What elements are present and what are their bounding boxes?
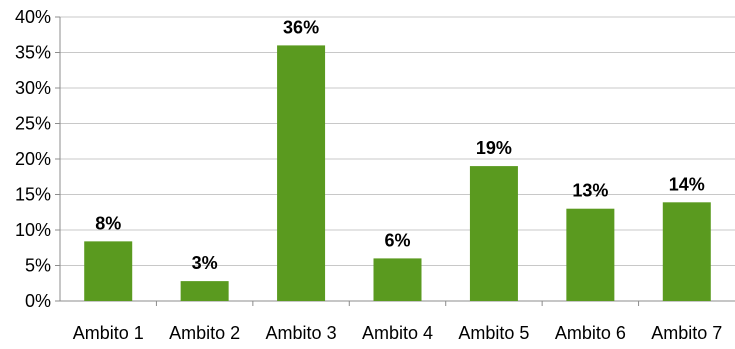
- bar: [566, 208, 615, 301]
- y-tick-label: 0%: [25, 291, 51, 311]
- y-tick-label: 35%: [15, 43, 51, 63]
- x-category-label: Ambito 2: [169, 323, 240, 343]
- data-labels: 8% 3% 36% 6% 19% 13% 14%: [95, 17, 705, 273]
- y-tick-label: 15%: [15, 185, 51, 205]
- x-category-label: Ambito 5: [458, 323, 529, 343]
- data-label: 13%: [572, 181, 608, 201]
- data-label: 19%: [476, 138, 512, 158]
- y-tick-label: 10%: [15, 220, 51, 240]
- bar: [277, 45, 326, 302]
- y-tick-label: 25%: [15, 114, 51, 134]
- data-label: 3%: [192, 253, 218, 273]
- data-label: 36%: [283, 17, 319, 37]
- x-category-label: Ambito 4: [362, 323, 433, 343]
- y-tick-label: 5%: [25, 256, 51, 276]
- bar: [662, 202, 711, 301]
- data-label: 6%: [384, 230, 410, 250]
- y-tick-label: 30%: [15, 78, 51, 98]
- data-label: 8%: [95, 213, 121, 233]
- x-axis-category-labels: Ambito 1 Ambito 2 Ambito 3 Ambito 4 Ambito 5…: [73, 323, 723, 343]
- bar: [469, 166, 518, 301]
- bar: [373, 258, 422, 301]
- bar: [180, 281, 229, 301]
- y-tick-label: 40%: [15, 7, 51, 27]
- x-category-label: Ambito 6: [555, 323, 626, 343]
- bar: [84, 241, 133, 301]
- bars: [84, 45, 711, 302]
- x-category-label: Ambito 1: [73, 323, 144, 343]
- x-category-label: Ambito 7: [651, 323, 722, 343]
- data-label: 14%: [669, 174, 705, 194]
- y-tick-label: 20%: [15, 149, 51, 169]
- y-axis-tick-labels: 0% 5% 10% 15% 20% 25% 30% 35% 40%: [15, 7, 51, 311]
- gridlines: [60, 16, 735, 266]
- x-category-label: Ambito 3: [266, 323, 337, 343]
